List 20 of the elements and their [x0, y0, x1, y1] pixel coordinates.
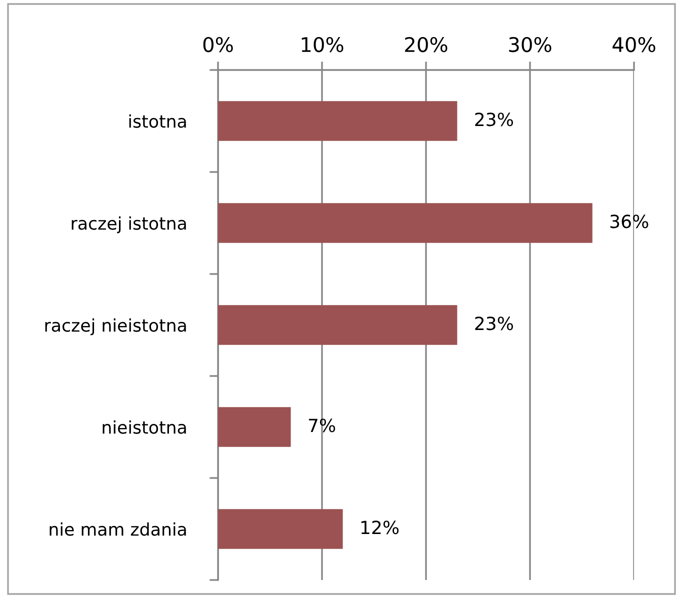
x-tick-label: 30%: [509, 36, 552, 52]
x-tick-label: 0%: [203, 36, 233, 52]
data-label: 36%: [610, 214, 648, 228]
y-tick-label: nie mam zdania: [50, 522, 186, 536]
y-tick-label: raczej istotna: [72, 216, 186, 234]
y-tick-label: nieistotna: [102, 420, 186, 434]
bar: [218, 101, 458, 141]
bar: [218, 509, 343, 549]
data-label: 23%: [475, 112, 513, 126]
data-label: 23%: [475, 316, 513, 330]
x-tick-label: 10%: [302, 36, 344, 52]
bar: [218, 305, 458, 345]
data-label: 7%: [308, 418, 336, 432]
data-label: 12%: [361, 520, 399, 534]
x-tick-label: 40%: [612, 36, 656, 52]
y-tick-label: raczej nieistotna: [45, 318, 186, 336]
bar: [218, 407, 291, 447]
bar: [218, 203, 592, 243]
x-tick-label: 20%: [405, 36, 448, 52]
y-tick-label: istotna: [129, 114, 186, 128]
